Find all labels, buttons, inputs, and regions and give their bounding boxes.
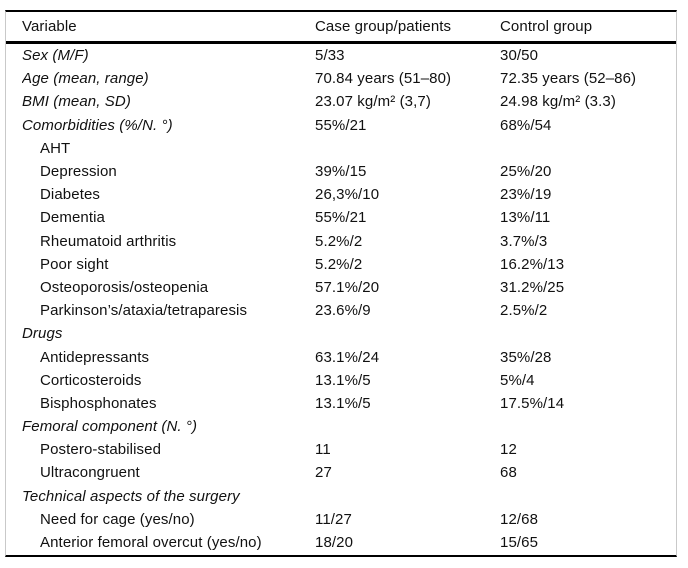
row-label: Postero-stabilised [40,441,162,459]
column-header-variable: Variable [22,18,77,35]
table-row: Poor sight 5.2%/2 16.2%/13 [6,253,676,276]
case-group-value: 18/20 [315,534,354,552]
case-group-value: 5.2%/2 [315,232,363,250]
row-label: Sex (M/F) [22,47,89,65]
row-label: Femoral component (N. °) [22,418,198,436]
case-group-value: 26,3%/10 [315,186,380,204]
table-row: Anterior femoral overcut (yes/no) 18/20 … [6,531,676,554]
case-group-value: 23.07 kg/m² (3,7) [315,93,431,111]
case-group-value: 11 [315,441,331,459]
row-label: Parkinson’s/ataxia/tetraparesis [40,302,248,320]
table-row: Bisphosphonates 13.1%/5 17.5%/14 [6,392,676,415]
row-label: Antidepressants [40,348,150,366]
control-group-value: 68%/54 [500,116,552,134]
control-group-value: 3.7%/3 [500,232,548,250]
table-row: Drugs [6,322,676,345]
case-group-value: 27 [315,464,332,482]
row-label: Bisphosphonates [40,394,157,412]
case-group-value: 57.1%/20 [315,278,380,296]
table-row: Corticosteroids 13.1%/5 5%/4 [6,369,676,392]
case-group-value: 55%/21 [315,209,367,227]
row-label: Ultracongruent [40,464,140,482]
row-label: Osteoporosis/osteopenia [40,278,209,296]
control-group-value: 68 [500,464,517,482]
control-group-value: 5%/4 [500,371,535,389]
case-group-value: 5/33 [315,47,345,65]
control-group-value: 31.2%/25 [500,278,565,296]
case-group-value: 70.84 years (51–80) [315,70,452,88]
row-label: BMI (mean, SD) [22,93,131,111]
control-group-value: 72.35 years (52–86) [500,70,637,88]
case-group-value: 63.1%/24 [315,348,380,366]
control-group-value: 23%/19 [500,186,552,204]
row-label: AHT [40,139,71,157]
column-header-case-group: Case group/patients [315,18,452,35]
table-row: Comorbidities (%/N. °) 55%/21 68%/54 [6,114,676,137]
control-group-value: 25%/20 [500,163,552,181]
table-body: Sex (M/F) 5/33 30/50 Age (mean, range) 7… [6,44,676,554]
table-row: Osteoporosis/osteopenia 57.1%/20 31.2%/2… [6,276,676,299]
table-header-row: Variable Case group/patients Control gro… [6,12,676,44]
table-row: Rheumatoid arthritis 5.2%/2 3.7%/3 [6,230,676,253]
row-label: Poor sight [40,255,109,273]
control-group-value: 16.2%/13 [500,255,565,273]
control-group-value: 35%/28 [500,348,552,366]
row-label: Age (mean, range) [22,70,149,88]
case-group-value: 13.1%/5 [315,394,371,412]
patient-characteristics-table: Variable Case group/patients Control gro… [5,10,677,557]
row-label: Technical aspects of the surgery [22,487,240,505]
case-group-value: 13.1%/5 [315,371,371,389]
control-group-value: 24.98 kg/m² (3.3) [500,93,616,111]
table-row: Sex (M/F) 5/33 30/50 [6,44,676,67]
case-group-value: 23.6%/9 [315,302,371,320]
table-row: Age (mean, range) 70.84 years (51–80) 72… [6,67,676,90]
case-group-value: 55%/21 [315,116,367,134]
row-label: Drugs [22,325,63,343]
row-label: Rheumatoid arthritis [40,232,177,250]
control-group-value: 15/65 [500,534,539,552]
table-row: AHT [6,137,676,160]
control-group-value: 2.5%/2 [500,302,548,320]
table-row: Dementia 55%/21 13%/11 [6,206,676,229]
case-group-value: 5.2%/2 [315,255,363,273]
table-row: Diabetes 26,3%/10 23%/19 [6,183,676,206]
table-row: Femoral component (N. °) [6,415,676,438]
table-row: BMI (mean, SD) 23.07 kg/m² (3,7) 24.98 k… [6,90,676,113]
table-row: Postero-stabilised 11 12 [6,438,676,461]
control-group-value: 13%/11 [500,209,551,227]
column-header-control-group: Control group [500,18,593,35]
row-label: Comorbidities (%/N. °) [22,116,173,134]
row-label: Depression [40,163,117,181]
row-label: Diabetes [40,186,101,204]
control-group-value: 30/50 [500,47,539,65]
case-group-value: 39%/15 [315,163,367,181]
table-row: Ultracongruent 27 68 [6,461,676,484]
table-row: Technical aspects of the surgery [6,485,676,508]
row-label: Dementia [40,209,105,227]
control-group-value: 17.5%/14 [500,394,565,412]
case-group-value: 11/27 [315,510,352,528]
row-label: Need for cage (yes/no) [40,510,195,528]
control-group-value: 12/68 [500,510,539,528]
table-row: Antidepressants 63.1%/24 35%/28 [6,345,676,368]
row-label: Anterior femoral overcut (yes/no) [40,534,262,552]
control-group-value: 12 [500,441,517,459]
row-label: Corticosteroids [40,371,142,389]
table-row: Need for cage (yes/no) 11/27 12/68 [6,508,676,531]
table-row: Parkinson’s/ataxia/tetraparesis 23.6%/9 … [6,299,676,322]
table-row: Depression 39%/15 25%/20 [6,160,676,183]
